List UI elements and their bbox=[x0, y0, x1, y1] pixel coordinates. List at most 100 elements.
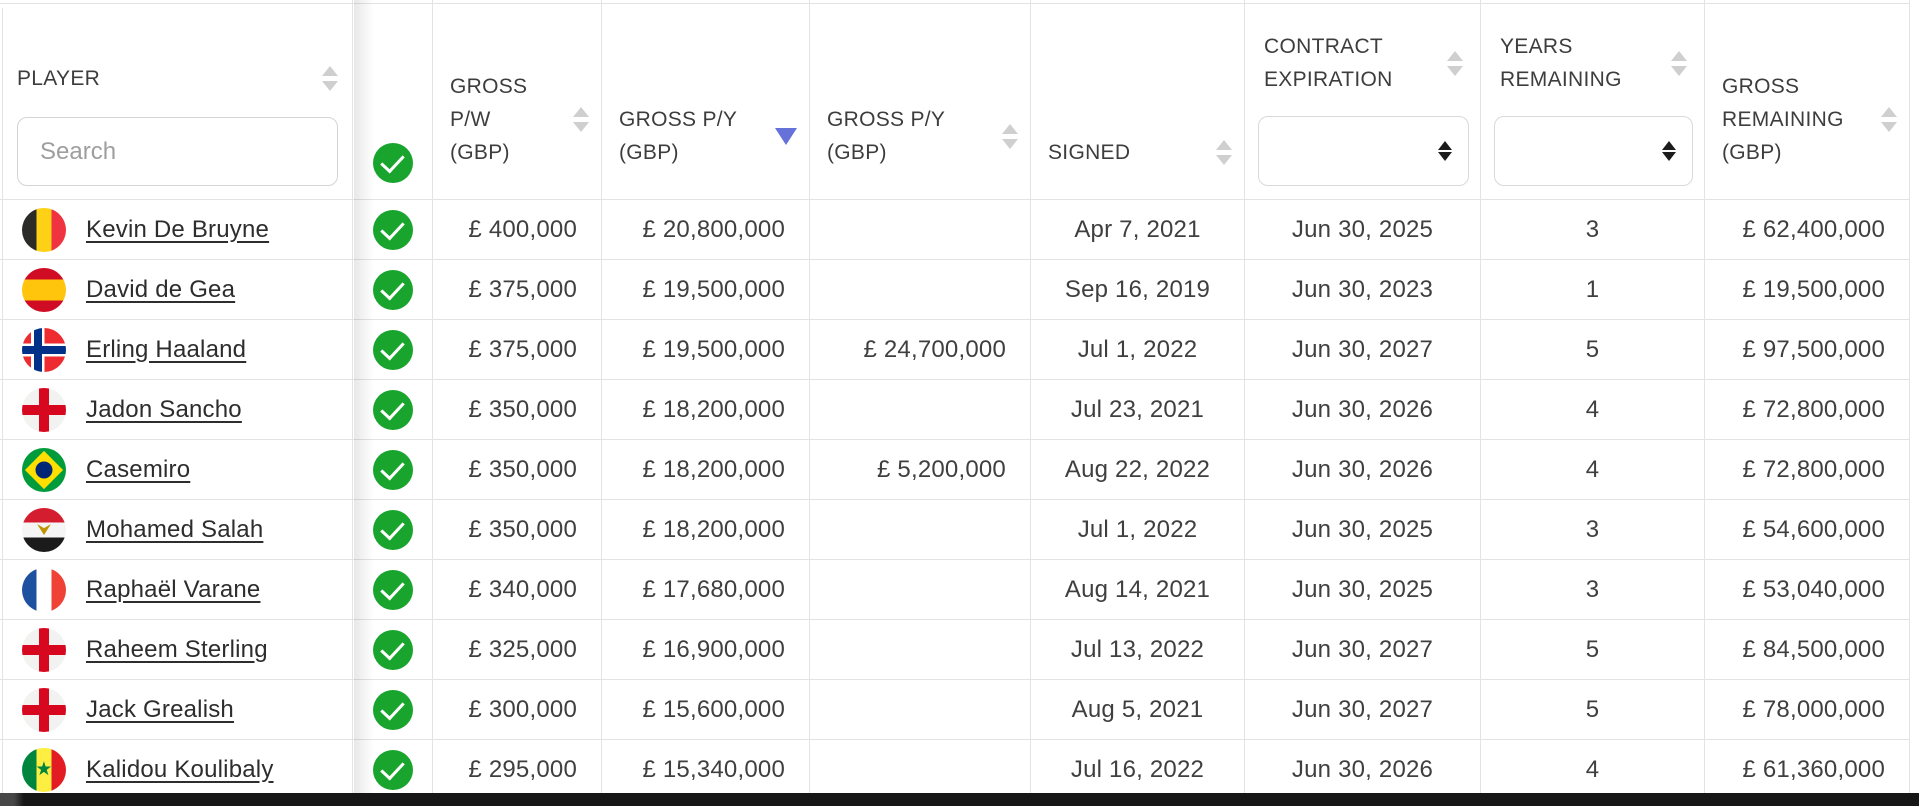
contract-expiration-cell: Jun 30, 2026 bbox=[1245, 740, 1481, 800]
sort-descending-indicator-icon[interactable] bbox=[775, 127, 797, 145]
gross-remaining-cell: £ 61,360,000 bbox=[1705, 740, 1910, 800]
gross-py-alt-cell: £ 24,700,000 bbox=[810, 320, 1031, 380]
gross-remaining-cell: £ 72,800,000 bbox=[1705, 380, 1910, 440]
contract-expiration-cell: Jun 30, 2025 bbox=[1245, 560, 1481, 620]
contract-expiration-cell: Jun 30, 2026 bbox=[1245, 440, 1481, 500]
column-header-years-remaining: YEARS REMAINING bbox=[1481, 4, 1705, 200]
player-link[interactable]: Kevin De Bruyne bbox=[86, 215, 270, 243]
gross-remaining-cell: £ 19,500,000 bbox=[1705, 260, 1910, 320]
contract-expiration-cell: Jun 30, 2025 bbox=[1245, 500, 1481, 560]
sort-toggle-signed-icon[interactable] bbox=[1216, 140, 1232, 165]
player-cell: Kalidou Koulibaly bbox=[0, 740, 353, 800]
france-flag-icon bbox=[22, 567, 66, 612]
player-cell: Raphaël Varane bbox=[0, 560, 353, 620]
gross-pw-cell: £ 375,000 bbox=[433, 260, 602, 320]
gross-pw-cell: £ 375,000 bbox=[433, 320, 602, 380]
contract-expiration-column-label[interactable]: CONTRACT EXPIRATION bbox=[1264, 35, 1393, 91]
brazil-flag-icon bbox=[22, 447, 66, 492]
player-link[interactable]: Raheem Sterling bbox=[86, 635, 268, 663]
player-link[interactable]: Erling Haaland bbox=[86, 335, 247, 363]
years-remaining-cell: 4 bbox=[1481, 380, 1705, 440]
gross-remaining-cell: £ 84,500,000 bbox=[1705, 620, 1910, 680]
gross-py-alt-cell: £ 5,200,000 bbox=[810, 440, 1031, 500]
player-link[interactable]: Raphaël Varane bbox=[86, 575, 261, 603]
player-link[interactable]: Mohamed Salah bbox=[86, 515, 264, 543]
gross-remaining-column-label[interactable]: GROSS REMAINING (GBP) bbox=[1722, 75, 1844, 164]
sort-toggle-gross-remaining-icon[interactable] bbox=[1881, 107, 1897, 132]
signed-column-label[interactable]: SIGNED bbox=[1048, 141, 1131, 164]
gross-py-cell: £ 18,200,000 bbox=[602, 500, 810, 560]
player-link[interactable]: Casemiro bbox=[86, 455, 191, 483]
gross-pw-column-label[interactable]: GROSS P/W (GBP) bbox=[450, 75, 528, 164]
years-remaining-cell: 3 bbox=[1481, 200, 1705, 260]
sort-toggle-player-icon[interactable] bbox=[322, 66, 338, 91]
gross-pw-cell: £ 400,000 bbox=[433, 200, 602, 260]
player-link[interactable]: David de Gea bbox=[86, 275, 236, 303]
contract-expiration-cell: Jun 30, 2023 bbox=[1245, 260, 1481, 320]
gross-pw-cell: £ 350,000 bbox=[433, 500, 602, 560]
player-cell: Jack Grealish bbox=[0, 680, 353, 740]
gross-py-cell: £ 16,900,000 bbox=[602, 620, 810, 680]
gross-py-alt-cell bbox=[810, 260, 1031, 320]
player-cell: Raheem Sterling bbox=[0, 620, 353, 680]
years-remaining-column-label[interactable]: YEARS REMAINING bbox=[1500, 35, 1622, 91]
gross-py-alt-cell bbox=[810, 560, 1031, 620]
player-link[interactable]: Jack Grealish bbox=[86, 695, 234, 723]
select-arrows-icon bbox=[1662, 141, 1676, 161]
gross-pw-cell: £ 340,000 bbox=[433, 560, 602, 620]
gross-py-alt-column-label[interactable]: GROSS P/Y (GBP) bbox=[827, 108, 945, 164]
check-circle-icon bbox=[372, 143, 413, 183]
verified-check-icon bbox=[372, 509, 413, 550]
player-cell: Jadon Sancho bbox=[0, 380, 353, 440]
player-link[interactable]: Kalidou Koulibaly bbox=[86, 755, 274, 783]
verified-check-icon bbox=[372, 629, 413, 670]
select-arrows-icon bbox=[1438, 141, 1452, 161]
gross-remaining-cell: £ 53,040,000 bbox=[1705, 560, 1910, 620]
gross-py-cell: £ 18,200,000 bbox=[602, 380, 810, 440]
player-link[interactable]: Jadon Sancho bbox=[86, 395, 242, 423]
sort-toggle-gross-py-alt-icon[interactable] bbox=[1002, 123, 1018, 149]
gross-py-cell: £ 17,680,000 bbox=[602, 560, 810, 620]
player-cell: Casemiro bbox=[0, 440, 353, 500]
player-search-input[interactable] bbox=[17, 117, 338, 186]
column-header-verified bbox=[353, 4, 433, 200]
signed-cell: Jul 1, 2022 bbox=[1031, 320, 1245, 380]
england-flag-icon bbox=[22, 627, 66, 672]
gross-pw-cell: £ 295,000 bbox=[433, 740, 602, 800]
verified-check-icon bbox=[372, 569, 413, 610]
england-flag-icon bbox=[22, 687, 66, 732]
gross-py-column-label[interactable]: GROSS P/Y (GBP) bbox=[619, 108, 737, 164]
gross-py-cell: £ 20,800,000 bbox=[602, 200, 810, 260]
column-header-gross-pw: GROSS P/W (GBP) bbox=[433, 4, 602, 200]
gross-py-alt-cell bbox=[810, 620, 1031, 680]
verified-check-icon bbox=[372, 389, 413, 430]
belgium-flag-icon bbox=[22, 207, 66, 252]
years-remaining-cell: 5 bbox=[1481, 320, 1705, 380]
gross-pw-cell: £ 350,000 bbox=[433, 380, 602, 440]
contract-expiration-filter-select[interactable] bbox=[1258, 116, 1469, 186]
spain-flag-icon bbox=[22, 267, 66, 312]
horizontal-scrollbar[interactable] bbox=[0, 793, 1919, 806]
player-column-label[interactable]: PLAYER bbox=[17, 67, 101, 90]
verified-check-icon bbox=[372, 329, 413, 370]
years-remaining-cell: 1 bbox=[1481, 260, 1705, 320]
gross-py-cell: £ 19,500,000 bbox=[602, 320, 810, 380]
gross-remaining-cell: £ 72,800,000 bbox=[1705, 440, 1910, 500]
gross-py-alt-cell bbox=[810, 680, 1031, 740]
gross-remaining-cell: £ 62,400,000 bbox=[1705, 200, 1910, 260]
sort-toggle-gross-pw-icon[interactable] bbox=[573, 107, 589, 132]
years-remaining-cell: 5 bbox=[1481, 680, 1705, 740]
signed-cell: Jul 1, 2022 bbox=[1031, 500, 1245, 560]
column-header-gross-py: GROSS P/Y (GBP) bbox=[602, 4, 810, 200]
years-remaining-cell: 4 bbox=[1481, 740, 1705, 800]
years-remaining-cell: 3 bbox=[1481, 560, 1705, 620]
sort-toggle-years-remaining-icon[interactable] bbox=[1671, 50, 1687, 76]
player-cell: Erling Haaland bbox=[0, 320, 353, 380]
sort-toggle-contract-expiration-icon[interactable] bbox=[1447, 50, 1463, 76]
verified-check-icon bbox=[372, 269, 413, 310]
gross-remaining-cell: £ 54,600,000 bbox=[1705, 500, 1910, 560]
years-remaining-filter-select[interactable] bbox=[1494, 116, 1693, 186]
column-header-player: PLAYER bbox=[0, 4, 353, 200]
gross-pw-cell: £ 325,000 bbox=[433, 620, 602, 680]
